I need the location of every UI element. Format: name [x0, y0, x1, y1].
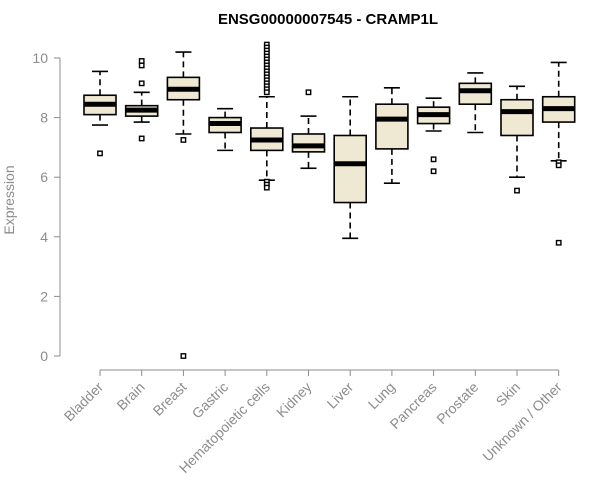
outlier-point [138, 62, 145, 69]
iqr-box [333, 134, 368, 204]
box-group [375, 87, 409, 184]
x-tick-label: Brain [113, 379, 147, 413]
outlier-point [555, 162, 562, 169]
x-tick-label: Prostate [433, 379, 481, 427]
x-tick-label: Skin [493, 379, 524, 410]
iqr-box [458, 82, 493, 105]
y-tick-label: 8 [40, 110, 48, 126]
box-group [541, 61, 576, 246]
outlier-point [180, 353, 187, 359]
x-tick-label: Unknown / Other [479, 379, 565, 465]
y-tick-label: 4 [40, 229, 48, 245]
y-axis: 0 2 4 6 8 10 [32, 50, 61, 364]
outlier-point [430, 156, 437, 163]
box-group [250, 41, 284, 191]
y-tick-label: 10 [32, 50, 48, 66]
box-group [458, 72, 493, 134]
x-tick-label: Liver [324, 379, 357, 412]
y-tick-label: 2 [40, 288, 48, 304]
x-tick-label: Breast [150, 379, 190, 419]
y-tick-label: 0 [40, 348, 48, 364]
chart-title: ENSG00000007545 - CRAMP1L [218, 11, 438, 28]
box-group [291, 89, 326, 170]
box-group [416, 97, 451, 175]
outlier-point [138, 80, 145, 87]
box-group [166, 51, 201, 359]
iqr-box [291, 133, 326, 153]
box-group [124, 58, 159, 142]
y-tick-label: 6 [40, 169, 48, 185]
plot-area [83, 41, 576, 359]
outlier-point [430, 168, 437, 175]
box-group [333, 95, 368, 240]
x-tick-label: Kidney [273, 379, 315, 421]
outlier-point [555, 239, 562, 246]
iqr-box [375, 103, 409, 150]
outlier-point [514, 187, 520, 194]
iqr-box [500, 98, 534, 137]
outlier-point [97, 150, 103, 157]
outlier-point [263, 89, 270, 96]
outlier-point [263, 184, 270, 191]
y-axis-label: Expression [1, 165, 17, 234]
x-tick-label: Lung [365, 379, 398, 412]
x-tick-label: Bladder [61, 379, 107, 425]
outlier-point [138, 135, 145, 142]
box-group [208, 107, 242, 152]
outlier-point [180, 137, 187, 143]
outlier-point [138, 58, 145, 64]
outlier-point [305, 89, 312, 96]
box-group [500, 85, 534, 194]
box-group [83, 70, 117, 157]
